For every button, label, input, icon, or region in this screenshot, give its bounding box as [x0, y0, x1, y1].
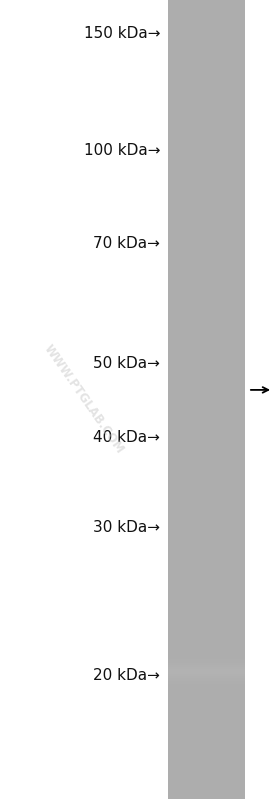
Text: 70 kDa→: 70 kDa→	[93, 237, 160, 251]
Text: 40 kDa→: 40 kDa→	[93, 431, 160, 445]
Text: WWW.PTGLAB.COM: WWW.PTGLAB.COM	[41, 343, 127, 456]
Text: 50 kDa→: 50 kDa→	[93, 356, 160, 371]
Text: 100 kDa→: 100 kDa→	[83, 143, 160, 157]
Text: 30 kDa→: 30 kDa→	[93, 520, 160, 535]
Text: 20 kDa→: 20 kDa→	[93, 668, 160, 682]
Text: 150 kDa→: 150 kDa→	[83, 26, 160, 41]
